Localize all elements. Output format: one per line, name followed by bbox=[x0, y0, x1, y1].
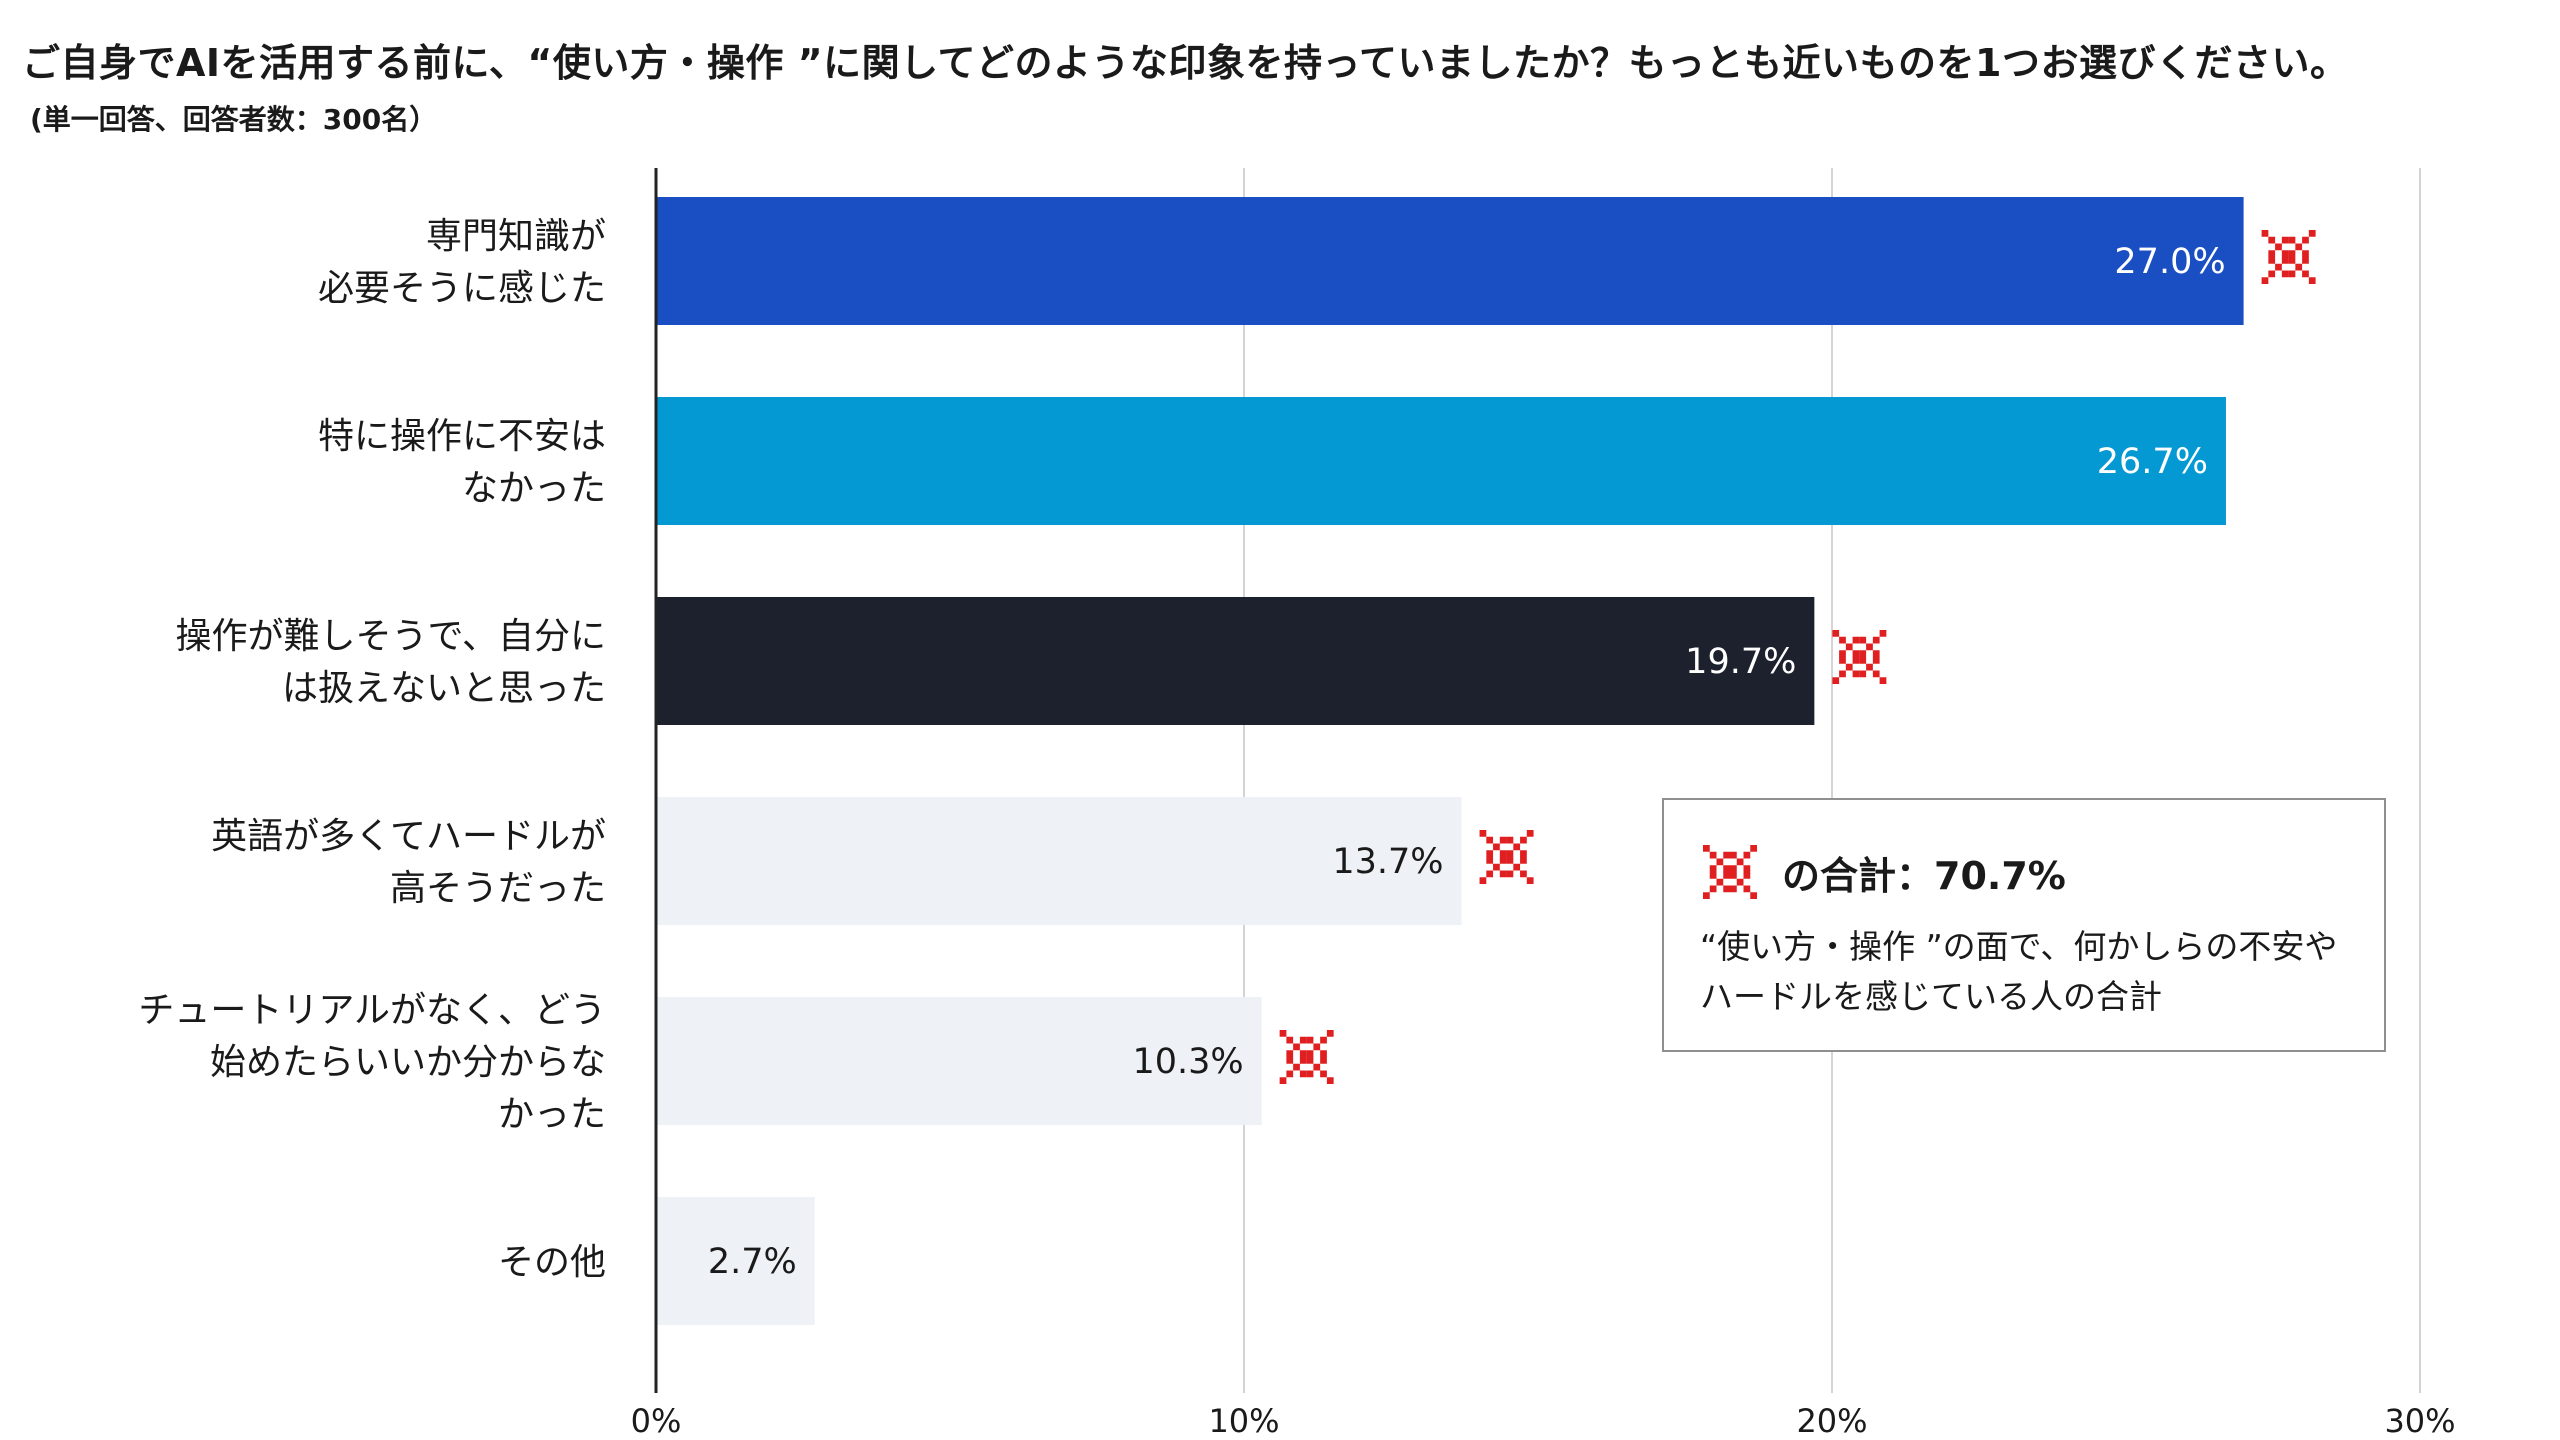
legend-box: の合計：70.7% “使い方・操作 ”の面で、何かしらの不安やハードルを感じてい… bbox=[1662, 798, 2386, 1052]
bar bbox=[657, 797, 1462, 925]
category-labels: 専門知識が必要そうに感じた特に操作に不安はなかった操作が難しそうで、自分には扱え… bbox=[138, 216, 606, 1283]
value-label: 2.7% bbox=[708, 1242, 797, 1282]
asterisk-mark-icon bbox=[1703, 845, 1757, 899]
gridlines bbox=[1243, 168, 2421, 1393]
category-label: 操作が難しそうで、自分には扱えないと思った bbox=[175, 616, 606, 709]
bars bbox=[657, 197, 2244, 1325]
value-label: 26.7% bbox=[2097, 442, 2208, 482]
value-label: 19.7% bbox=[1685, 642, 1796, 682]
value-labels: 27.0% 26.7% 19.7% 13.7% 10.3% 2.7% bbox=[708, 242, 2226, 1282]
category-label: 英語が多くてハードルが高そうだった bbox=[211, 816, 606, 909]
x-tick-label: 30% bbox=[2384, 1402, 2455, 1440]
category-label: その他 bbox=[498, 1242, 606, 1283]
category-label: 専門知識が必要そうに感じた bbox=[318, 216, 606, 309]
value-label: 13.7% bbox=[1332, 842, 1443, 882]
x-tick-label: 0% bbox=[631, 1402, 682, 1440]
legend-heading-row: の合計：70.7% bbox=[1700, 842, 2066, 902]
asterisk-mark-icon bbox=[1832, 630, 1887, 684]
mark-icons bbox=[1279, 230, 2316, 1084]
x-tick-label: 10% bbox=[1208, 1402, 1279, 1440]
x-tick-label: 20% bbox=[1796, 1402, 1867, 1440]
chart-title: ご自身でAIを活用する前に、“使い方・操作 ”に関してどのような印象を持っていま… bbox=[22, 41, 2349, 85]
asterisk-mark-icon bbox=[2261, 230, 2316, 284]
asterisk-mark-icon bbox=[1279, 1030, 1334, 1084]
asterisk-mark-icon bbox=[1703, 845, 1757, 899]
legend-description: “使い方・操作 ”の面で、何かしらの不安やハードルを感じている人の合計 bbox=[1700, 927, 2338, 1016]
bar bbox=[657, 397, 2226, 525]
bar bbox=[657, 197, 2244, 325]
legend-heading: の合計：70.7% bbox=[1782, 853, 2066, 898]
bar bbox=[657, 1197, 815, 1325]
chart-subtitle: (単一回答、回答者数：300名） bbox=[30, 103, 438, 136]
value-label: 10.3% bbox=[1132, 1042, 1243, 1082]
x-tick-labels: 0% 10% 20% 30% bbox=[631, 1402, 2456, 1440]
bar bbox=[657, 597, 1815, 725]
value-label: 27.0% bbox=[2114, 242, 2225, 282]
category-label: 特に操作に不安はなかった bbox=[318, 416, 606, 509]
category-label: チュートリアルがなく、どう始めたらいいか分からなかった bbox=[138, 990, 606, 1135]
asterisk-mark-icon bbox=[1479, 830, 1534, 884]
bar bbox=[657, 997, 1262, 1125]
